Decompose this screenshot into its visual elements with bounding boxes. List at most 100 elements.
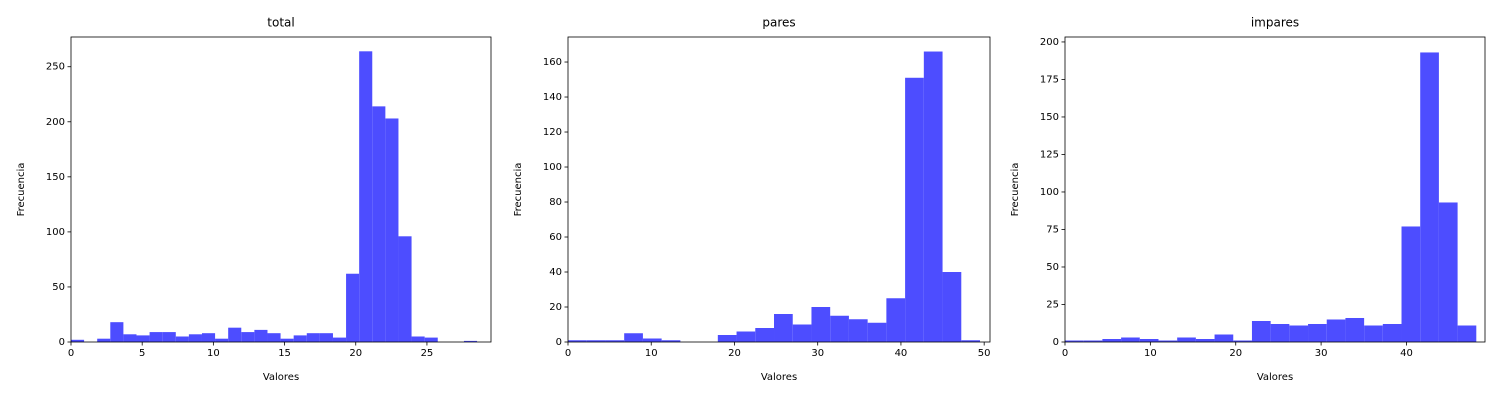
bar bbox=[1270, 323, 1290, 342]
bar bbox=[811, 307, 831, 342]
bar bbox=[923, 51, 943, 343]
bar bbox=[1326, 319, 1346, 342]
bar bbox=[280, 338, 294, 342]
bar bbox=[306, 333, 320, 342]
bar bbox=[1139, 338, 1159, 342]
bar bbox=[136, 335, 150, 342]
bar bbox=[1158, 340, 1178, 342]
bar bbox=[624, 333, 643, 342]
bar bbox=[1251, 320, 1271, 342]
y-tick-label: 100 bbox=[543, 162, 562, 173]
bar bbox=[1233, 340, 1252, 342]
bar bbox=[319, 333, 333, 342]
bar bbox=[346, 273, 360, 342]
bar bbox=[1214, 334, 1234, 342]
y-axis-label: Frecuencia bbox=[16, 163, 27, 217]
bar bbox=[1102, 338, 1122, 342]
bar bbox=[717, 335, 737, 342]
bar bbox=[586, 340, 606, 342]
y-tick-label: 200 bbox=[1040, 37, 1059, 48]
bar bbox=[1289, 325, 1309, 342]
x-tick-label: 20 bbox=[349, 348, 362, 359]
axes-frame bbox=[567, 36, 991, 343]
x-tick-label: 10 bbox=[1144, 348, 1157, 359]
bar bbox=[162, 332, 176, 342]
y-tick-label: 150 bbox=[1040, 112, 1059, 123]
bar bbox=[774, 314, 793, 342]
x-tick-label: 30 bbox=[811, 348, 824, 359]
x-tick-label: 0 bbox=[565, 348, 571, 359]
bar bbox=[71, 339, 85, 342]
bar bbox=[188, 334, 202, 342]
bar bbox=[568, 340, 587, 342]
y-tick-label: 50 bbox=[52, 282, 65, 293]
x-axis-label: Valores bbox=[1257, 372, 1293, 383]
bar bbox=[385, 118, 399, 343]
bar bbox=[293, 335, 307, 342]
bar bbox=[867, 322, 887, 342]
bar bbox=[848, 319, 868, 342]
bar bbox=[1420, 52, 1439, 342]
y-tick-label: 75 bbox=[1046, 224, 1059, 235]
bar bbox=[1083, 340, 1103, 342]
bar bbox=[398, 236, 412, 342]
bar bbox=[372, 106, 386, 343]
bar bbox=[241, 332, 255, 342]
x-tick-label: 20 bbox=[728, 348, 741, 359]
bar bbox=[792, 324, 812, 342]
bar bbox=[1308, 323, 1327, 342]
bar bbox=[736, 331, 756, 342]
bar bbox=[1364, 325, 1383, 342]
bar bbox=[424, 337, 438, 342]
x-tick-label: 20 bbox=[1229, 348, 1242, 359]
bar bbox=[1065, 340, 1084, 342]
y-tick-label: 0 bbox=[556, 337, 562, 348]
y-tick-label: 175 bbox=[1040, 74, 1059, 85]
x-tick-label: 40 bbox=[895, 348, 908, 359]
bar bbox=[1382, 323, 1402, 342]
y-tick-label: 60 bbox=[549, 232, 562, 243]
x-axis-label: Valores bbox=[263, 372, 299, 383]
y-tick-label: 25 bbox=[1046, 299, 1059, 310]
y-tick-label: 100 bbox=[46, 227, 65, 238]
bar bbox=[123, 334, 137, 342]
x-tick-label: 10 bbox=[645, 348, 658, 359]
y-tick-label: 150 bbox=[46, 172, 65, 183]
y-tick-label: 80 bbox=[549, 197, 562, 208]
bar bbox=[886, 298, 906, 342]
x-tick-label: 10 bbox=[207, 348, 220, 359]
bar bbox=[175, 336, 189, 342]
y-tick-label: 20 bbox=[549, 302, 562, 313]
bar bbox=[228, 327, 242, 342]
bar bbox=[905, 77, 924, 342]
x-tick-label: 5 bbox=[139, 348, 145, 359]
bar bbox=[254, 329, 268, 342]
bar bbox=[332, 337, 347, 342]
y-tick-label: 0 bbox=[1053, 337, 1059, 348]
y-tick-label: 125 bbox=[1040, 149, 1059, 160]
x-tick-label: 40 bbox=[1400, 348, 1413, 359]
y-tick-label: 0 bbox=[59, 337, 65, 348]
bar bbox=[1195, 338, 1215, 342]
chart-title: total bbox=[267, 16, 294, 30]
x-tick-label: 0 bbox=[1062, 348, 1068, 359]
bar bbox=[411, 336, 425, 342]
bar bbox=[605, 340, 625, 342]
bar bbox=[215, 338, 229, 342]
x-axis-label: Valores bbox=[761, 372, 797, 383]
bar bbox=[661, 340, 681, 342]
bar bbox=[1438, 202, 1458, 342]
y-axis-label: Frecuencia bbox=[513, 163, 524, 217]
bar bbox=[463, 340, 478, 342]
bar bbox=[1401, 226, 1421, 342]
chart-title: impares bbox=[1251, 16, 1299, 30]
x-tick-label: 30 bbox=[1315, 348, 1328, 359]
bar bbox=[961, 340, 981, 342]
bar bbox=[267, 333, 281, 342]
x-tick-label: 25 bbox=[421, 348, 434, 359]
x-tick-label: 0 bbox=[68, 348, 74, 359]
bar bbox=[201, 333, 216, 342]
bar bbox=[110, 322, 124, 342]
y-tick-label: 120 bbox=[543, 127, 562, 138]
